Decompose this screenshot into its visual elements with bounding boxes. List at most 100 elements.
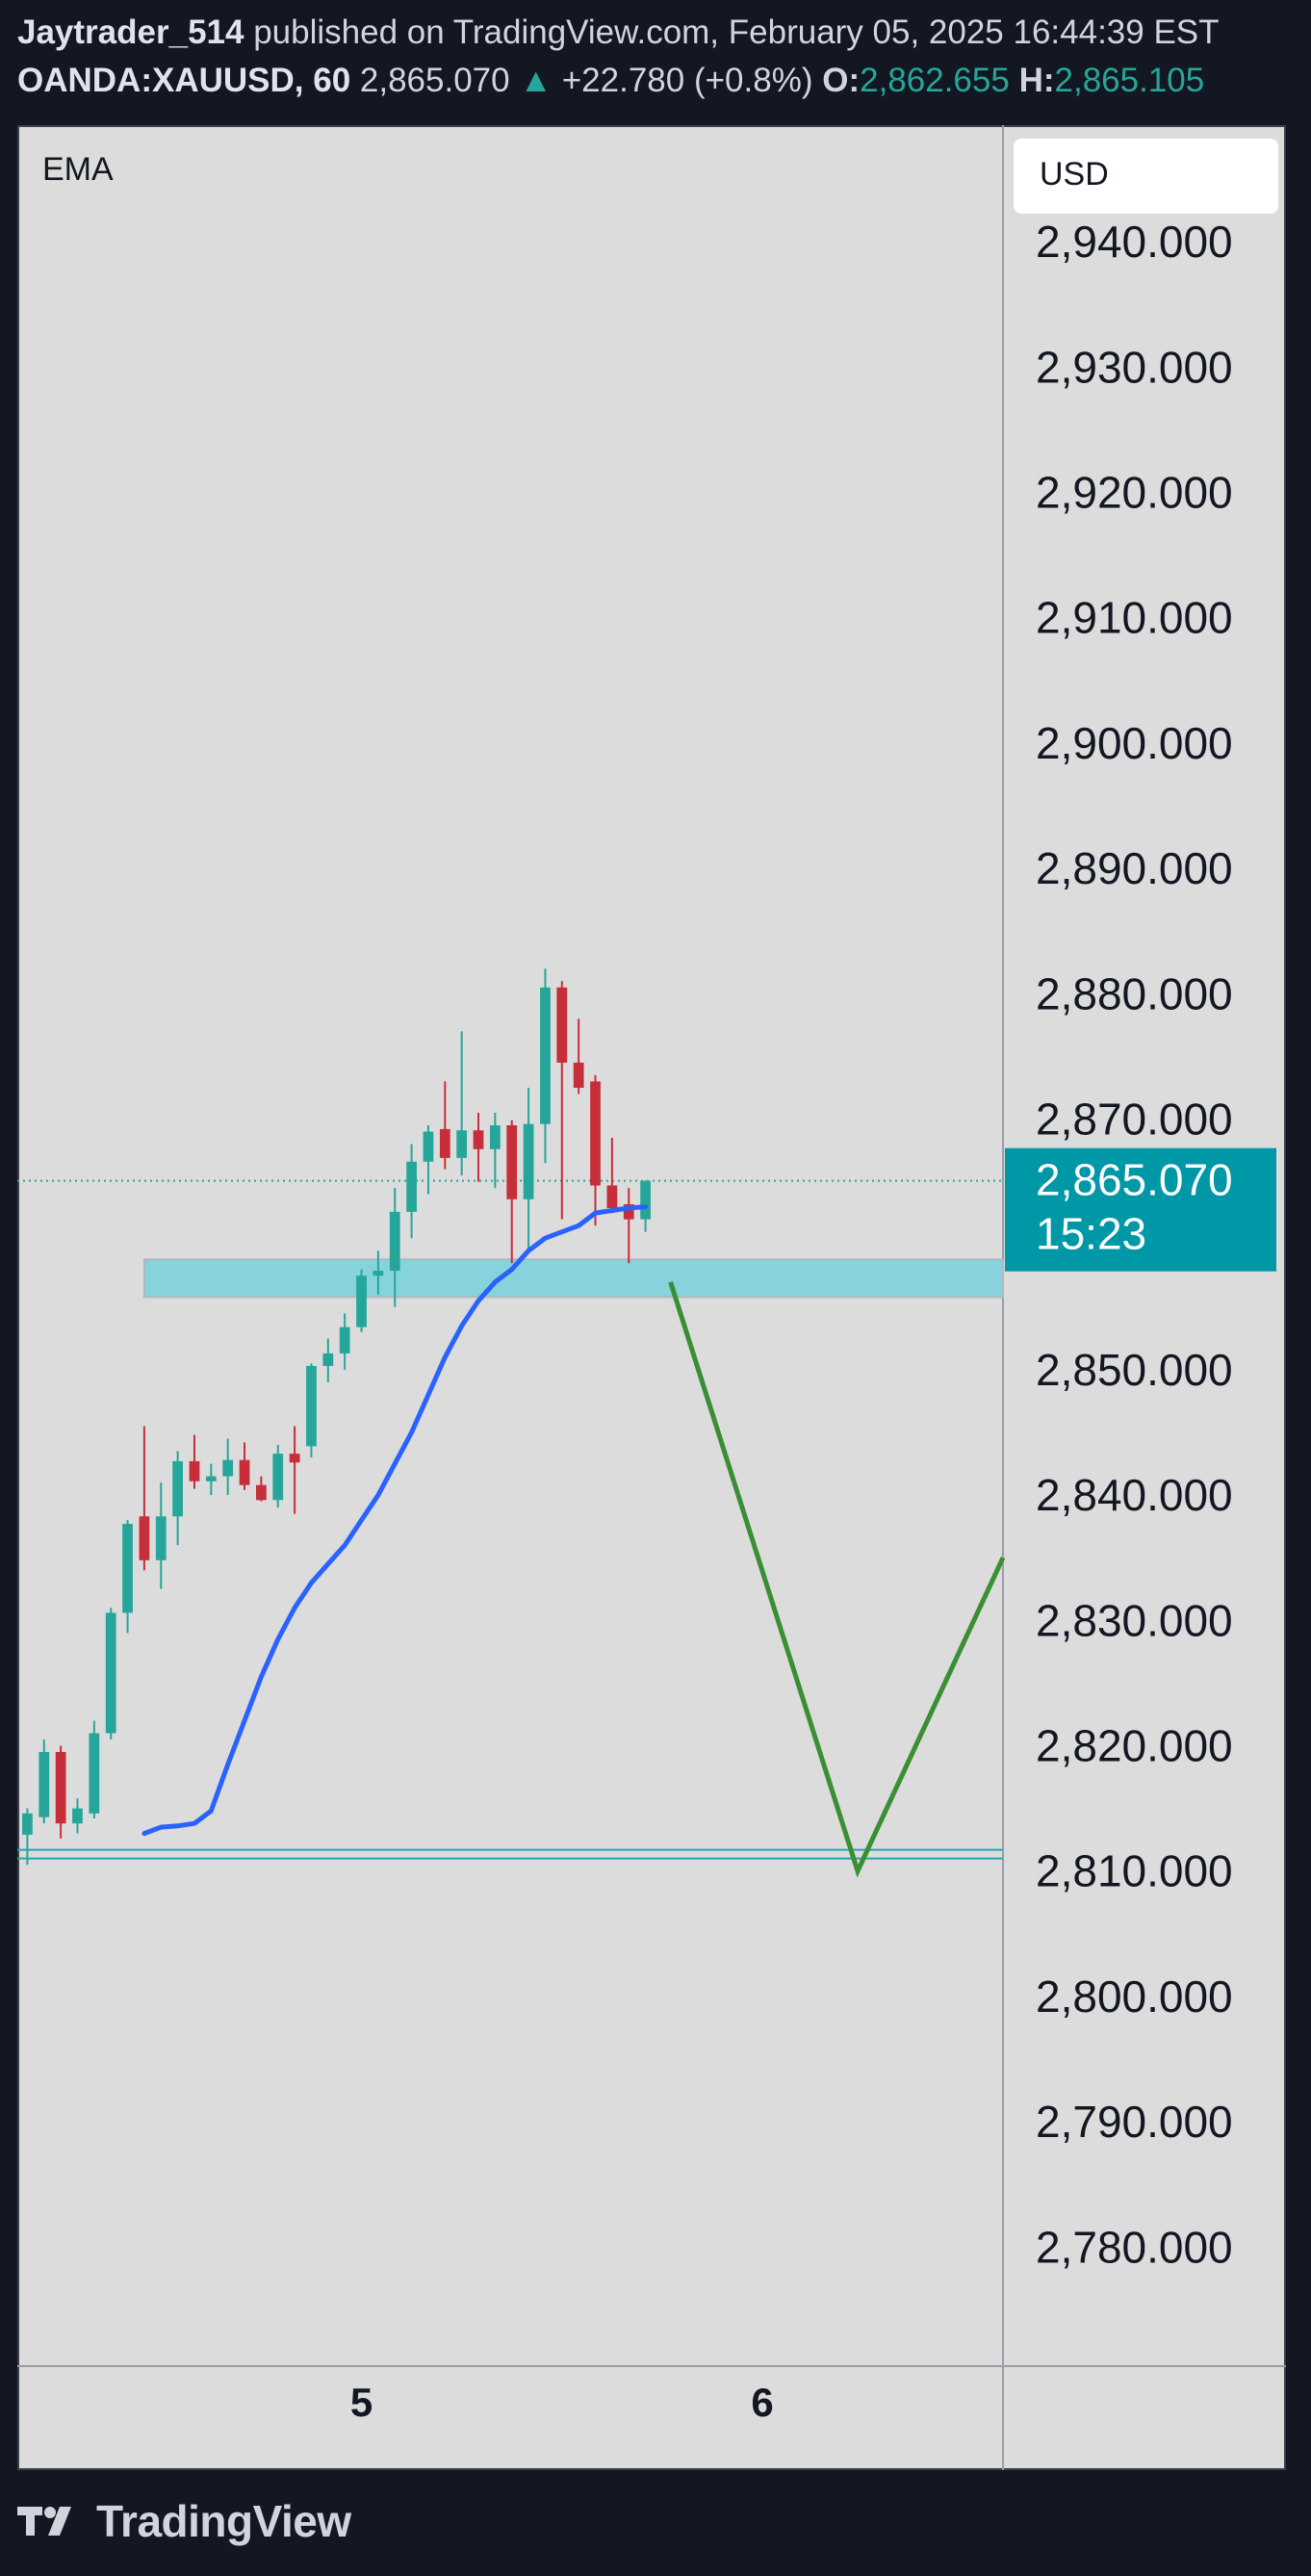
- candle-body: [105, 1612, 116, 1734]
- candle: [55, 1745, 66, 1839]
- candle: [172, 1451, 183, 1546]
- symbol-label[interactable]: OANDA:XAUUSD, 60: [17, 62, 351, 99]
- candle: [423, 1125, 434, 1195]
- last-price: 2,865.070: [359, 62, 510, 99]
- price-tick-label: 2,800.000: [1036, 1971, 1233, 2022]
- candle-body: [606, 1185, 618, 1208]
- tradingview-logo[interactable]: TradingView: [17, 2495, 351, 2547]
- tradingview-logo-text: TradingView: [96, 2496, 351, 2546]
- price-tick-label: 2,780.000: [1036, 2222, 1233, 2272]
- time-tick-label: 6: [751, 2380, 773, 2425]
- price-tick-label: 2,870.000: [1036, 1094, 1233, 1144]
- candle-body: [322, 1352, 334, 1366]
- candles-layer: [22, 968, 651, 1866]
- author-name[interactable]: Jaytrader_514: [17, 13, 244, 51]
- candle-body: [506, 1125, 518, 1199]
- candle: [489, 1112, 501, 1189]
- candle: [222, 1438, 234, 1496]
- price-tag-value: 2,865.070: [1036, 1155, 1233, 1205]
- price-tick-label: 2,890.000: [1036, 843, 1233, 893]
- candle-body: [222, 1459, 234, 1477]
- candle: [22, 1808, 33, 1866]
- candle-body: [89, 1733, 100, 1814]
- candle-body: [272, 1454, 284, 1501]
- high-label: H:: [1018, 62, 1055, 99]
- candle: [289, 1426, 300, 1514]
- candle-body: [590, 1081, 601, 1186]
- candle-body: [205, 1476, 217, 1481]
- tradingview-logo-icon: [17, 2507, 71, 2536]
- candle: [373, 1250, 384, 1295]
- candle-body: [623, 1204, 634, 1220]
- candle: [155, 1482, 167, 1589]
- candle-body: [39, 1752, 50, 1817]
- candle-body: [456, 1130, 468, 1158]
- candle-body: [172, 1460, 183, 1517]
- zones-layer: [17, 1258, 1004, 1860]
- candle-body: [306, 1365, 317, 1447]
- price-tick-label: 2,810.000: [1036, 1846, 1233, 1896]
- published-text: published on TradingView.com, February 0…: [253, 13, 1220, 51]
- price-tick-label: 2,910.000: [1036, 593, 1233, 643]
- open-value: 2,862.655: [860, 62, 1010, 99]
- candle: [439, 1081, 450, 1170]
- candle-body: [72, 1808, 83, 1824]
- candle-body: [189, 1460, 200, 1481]
- candle: [322, 1338, 334, 1382]
- price-tick-label: 2,830.000: [1036, 1595, 1233, 1645]
- price-tick-label: 2,940.000: [1036, 217, 1233, 267]
- projection-layer: [668, 1281, 1006, 1878]
- candle-body: [573, 1062, 584, 1088]
- candle: [39, 1739, 50, 1824]
- candle-body: [356, 1275, 367, 1327]
- high-value: 2,865.105: [1054, 62, 1205, 99]
- candle-body: [423, 1131, 434, 1162]
- candle: [205, 1463, 217, 1496]
- time-tick-label: 5: [350, 2380, 373, 2425]
- candle: [189, 1434, 200, 1489]
- candle-body: [139, 1516, 150, 1560]
- candle: [606, 1138, 618, 1214]
- candle: [456, 1031, 468, 1176]
- price-tag-countdown: 15:23: [1036, 1209, 1146, 1259]
- candle: [389, 1188, 400, 1307]
- candle: [590, 1074, 601, 1226]
- chart-header: Jaytrader_514 published on TradingView.c…: [0, 0, 1311, 125]
- candle: [473, 1112, 484, 1182]
- candle: [356, 1269, 367, 1332]
- demand-zone-0: [142, 1258, 1004, 1299]
- candle: [239, 1442, 250, 1490]
- currency-selector[interactable]: USD: [1014, 139, 1278, 214]
- candle: [105, 1608, 116, 1739]
- candle-body: [289, 1454, 300, 1463]
- indicator-label[interactable]: EMA: [42, 151, 114, 188]
- candle-body: [239, 1459, 250, 1485]
- candlestick-chart[interactable]: 2,940.000 2,930.000 2,920.000 2,910.000 2,90…: [17, 125, 1286, 2470]
- candle: [623, 1188, 634, 1264]
- candle-body: [155, 1516, 167, 1560]
- candle: [306, 1363, 317, 1458]
- candle-body: [406, 1161, 417, 1212]
- candle: [256, 1476, 267, 1502]
- price-tick-label: 2,850.000: [1036, 1345, 1233, 1395]
- candle: [122, 1520, 133, 1634]
- candle-body: [22, 1813, 33, 1835]
- projection-path: [668, 1281, 1006, 1878]
- symbol-info: OANDA:XAUUSD, 60 2,865.070 ▲ +22.780 (+0…: [17, 62, 1204, 100]
- candle: [406, 1144, 417, 1239]
- price-tick-label: 2,880.000: [1036, 968, 1233, 1018]
- price-tick-label: 2,790.000: [1036, 2097, 1233, 2147]
- candle: [89, 1720, 100, 1819]
- price-axis[interactable]: 2,940.000 2,930.000 2,920.000 2,910.000 2,90…: [1036, 217, 1233, 2272]
- candle: [573, 1018, 584, 1095]
- candle-body: [473, 1130, 484, 1149]
- candle: [139, 1426, 150, 1571]
- ema-line: [141, 1204, 649, 1837]
- candle: [272, 1445, 284, 1508]
- candle-body: [523, 1123, 534, 1199]
- candle-body: [122, 1524, 133, 1613]
- candle: [72, 1798, 83, 1834]
- open-label: O:: [822, 62, 861, 99]
- price-change: +22.780 (+0.8%): [561, 62, 813, 99]
